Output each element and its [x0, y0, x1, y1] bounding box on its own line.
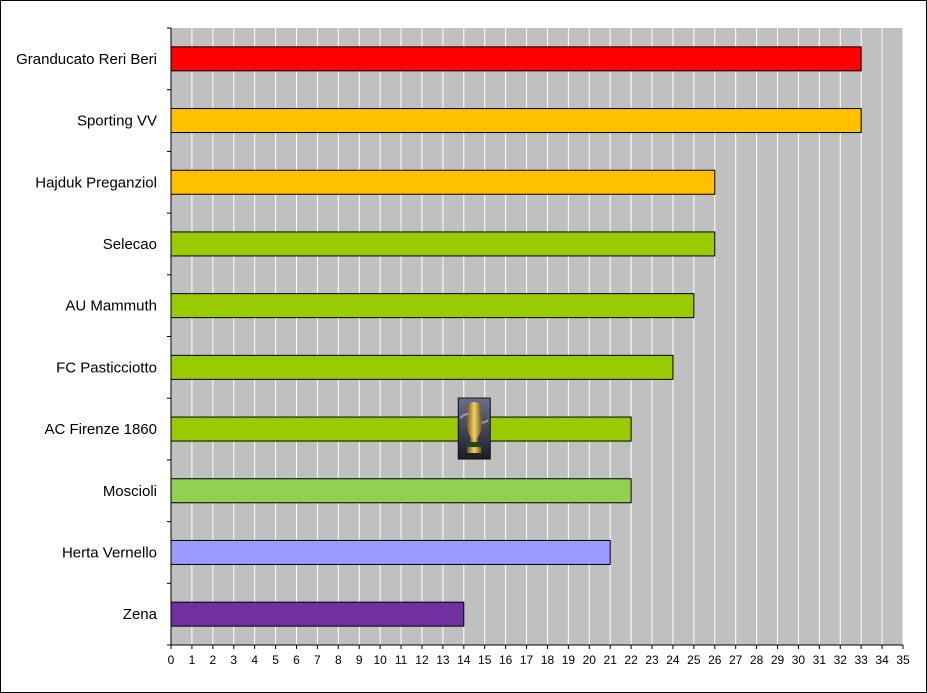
bars: [170, 46, 862, 627]
x-tick-label: 26: [708, 653, 722, 667]
category-label: Sporting VV: [77, 113, 157, 130]
category-label: FC Pasticciotto: [56, 359, 157, 376]
x-tick-labels: 0 1 2 3 4 5 6 7 8 9 10 11 12 13 14 15 16 17 18 19 20 21 22 23 24…: [168, 653, 910, 667]
x-tick-label: 3: [230, 653, 237, 667]
bar: [170, 478, 632, 504]
axes: [167, 27, 904, 649]
x-tick-label: 8: [335, 653, 342, 667]
x-tick-label: 23: [645, 653, 659, 667]
x-tick-label: 29: [771, 653, 785, 667]
x-tick-label: 19: [562, 653, 576, 667]
x-tick-label: 11: [395, 653, 408, 667]
x-tick-label: 17: [520, 653, 534, 667]
x-tick-label: 14: [457, 653, 471, 667]
x-tick-label: 6: [293, 653, 300, 667]
x-tick-label: 13: [436, 653, 450, 667]
category-labels: Granducato Reri Beri Sporting VV Hajduk Pr…: [16, 51, 158, 623]
x-tick-label: 15: [478, 653, 492, 667]
category-label: Herta Vernello: [62, 544, 157, 561]
bar: [170, 108, 862, 134]
x-tick-label: 12: [415, 653, 429, 667]
bar: [170, 601, 465, 627]
x-tick-label: 28: [750, 653, 764, 667]
x-tick-label: 35: [896, 653, 910, 667]
bar: [170, 169, 716, 195]
x-tick-label: 22: [624, 653, 638, 667]
bar: [170, 46, 862, 72]
category-label: AU Mammuth: [65, 298, 157, 315]
x-tick-label: 21: [604, 653, 618, 667]
x-tick-label: 0: [168, 653, 175, 667]
x-tick-label: 4: [251, 653, 258, 667]
bar: [170, 293, 695, 319]
x-tick-label: 27: [729, 653, 743, 667]
bar: [170, 231, 716, 257]
category-label: Selecao: [103, 236, 157, 253]
x-tick-label: 5: [272, 653, 279, 667]
annotations: [457, 397, 491, 460]
x-tick-label: 16: [499, 653, 513, 667]
category-label: AC Firenze 1860: [44, 421, 157, 438]
x-tick-label: 2: [209, 653, 216, 667]
trophy-icon: [457, 397, 491, 460]
bar: [170, 354, 674, 380]
x-tick-label: 24: [666, 653, 680, 667]
category-label: Granducato Reri Beri: [16, 51, 157, 68]
x-tick-label: 20: [583, 653, 597, 667]
x-tick-label: 1: [189, 653, 196, 667]
x-tick-label: 25: [687, 653, 701, 667]
x-tick-label: 34: [875, 653, 889, 667]
category-label: Hajduk Preganziol: [35, 174, 157, 191]
x-tick-label: 18: [541, 653, 555, 667]
x-tick-label: 9: [356, 653, 363, 667]
category-label: Moscioli: [103, 483, 157, 500]
bar: [170, 416, 632, 442]
x-tick-label: 33: [854, 653, 868, 667]
x-tick-label: 30: [792, 653, 806, 667]
x-tick-label: 10: [373, 653, 387, 667]
bar: [170, 539, 611, 565]
x-tick-label: 31: [813, 653, 827, 667]
x-tick-label: 7: [314, 653, 321, 667]
x-tick-label: 32: [834, 653, 848, 667]
category-label: Zena: [123, 606, 158, 623]
